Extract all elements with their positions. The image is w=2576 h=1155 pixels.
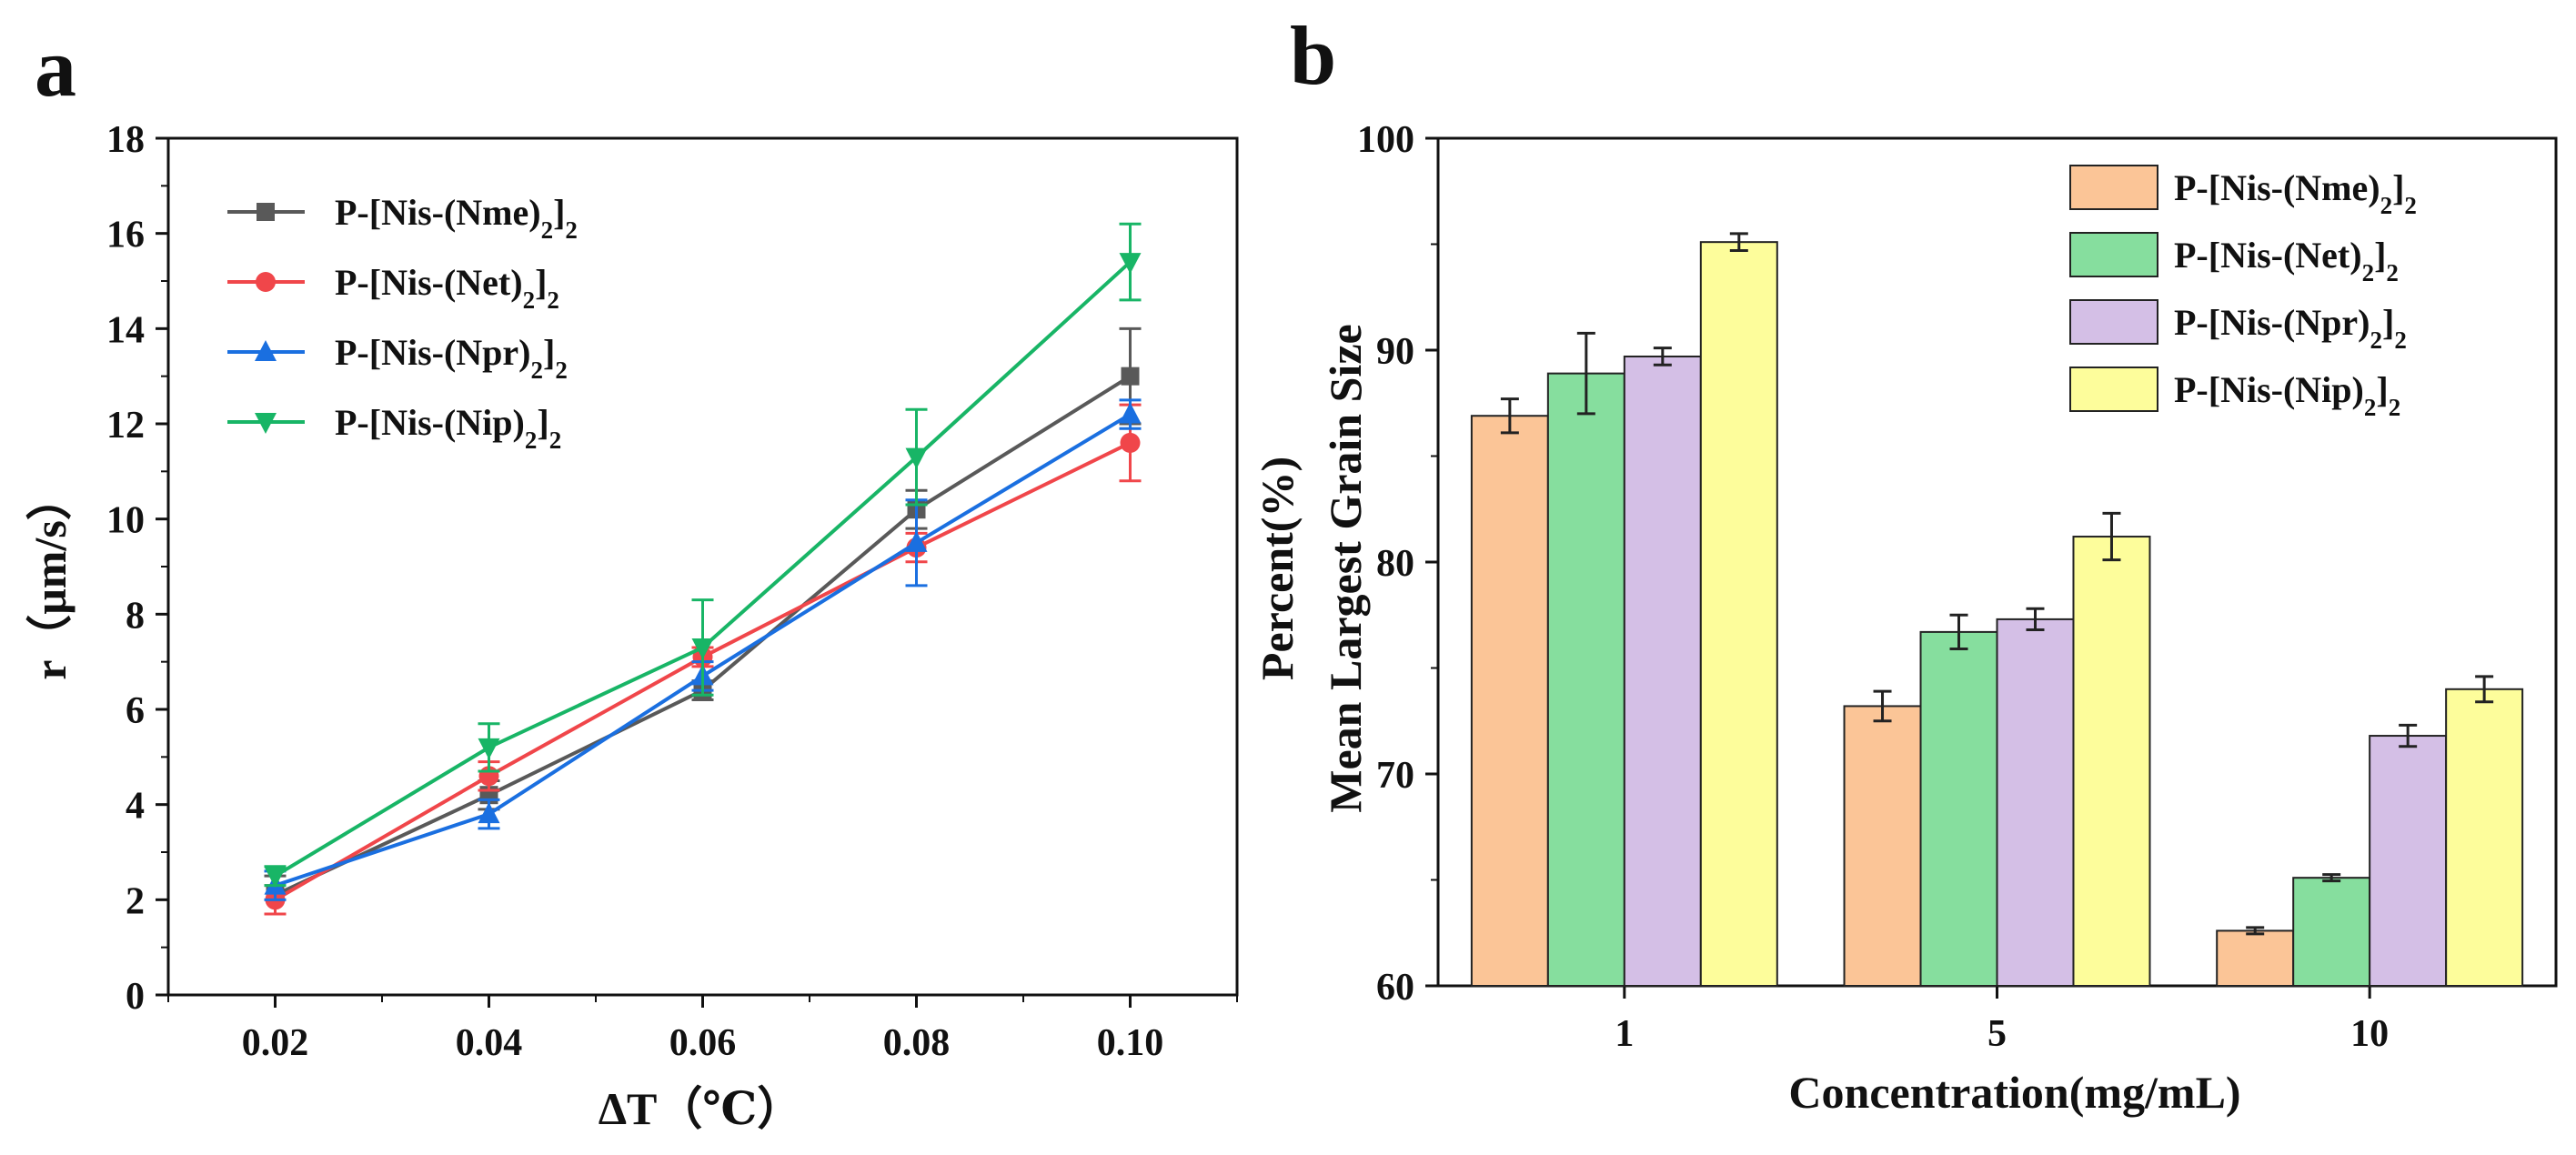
- y-tick-label: 18: [106, 119, 145, 161]
- x-tick-label: 0.08: [883, 1022, 951, 1064]
- legend-swatch: [2069, 165, 2158, 210]
- data-point: [691, 638, 714, 659]
- bar: [1699, 241, 1778, 988]
- y-tick-label: 80: [1376, 543, 1414, 585]
- bar: [2292, 877, 2371, 987]
- y-tick-label: 60: [1376, 967, 1414, 1009]
- y-tick-label: 12: [106, 405, 145, 447]
- legend-label: P-[Nis-(Nip)2]2: [335, 402, 561, 454]
- y-axis-title-line1: Percent(%): [1252, 457, 1303, 680]
- y-tick-label: 4: [126, 786, 145, 828]
- bar: [2072, 536, 2151, 987]
- bar: [2445, 688, 2524, 987]
- x-tick-label: 1: [1615, 1013, 1634, 1055]
- y-tick-label: 0: [126, 976, 145, 1018]
- data-point: [905, 447, 928, 469]
- data-point: [905, 530, 928, 552]
- x-axis-title: Concentration(mg/mL): [1788, 1067, 2240, 1118]
- x-tick-label: 0.06: [669, 1022, 737, 1064]
- y-tick-label: 70: [1376, 755, 1414, 797]
- series-line: [264, 222, 1142, 889]
- bar: [1623, 355, 1702, 987]
- y-tick-label: 8: [126, 595, 145, 637]
- legend-label: P-[Nis-(Nme)2]2: [2174, 167, 2417, 219]
- bars-group: [1470, 232, 2524, 988]
- x-tick-label: 0.10: [1097, 1022, 1164, 1064]
- bar: [2369, 735, 2448, 987]
- legend-label: P-[Nis-(Nip)2]2: [2174, 369, 2400, 421]
- y-tick-label: 90: [1376, 331, 1414, 373]
- legend: P-[Nis-(Nme)2]2 P-[Nis-(Net)2]2 P-[Nis-(Np…: [227, 192, 578, 454]
- y-axis-title-line2: Mean Largest Grain Size: [1320, 324, 1371, 812]
- x-tick-label: 0.04: [456, 1022, 523, 1064]
- y-tick-label: 10: [106, 500, 145, 542]
- legend-label: P-[Nis-(Net)2]2: [2174, 235, 2399, 286]
- x-axis-title: ΔT（℃）: [599, 1083, 803, 1134]
- data-point: [1119, 402, 1142, 424]
- y-tick-label: 100: [1357, 119, 1414, 161]
- data-point: [1119, 253, 1142, 275]
- legend-marker: [255, 340, 277, 361]
- series-group: [264, 222, 1142, 916]
- y-axis-title: r（μm/s）: [25, 475, 75, 680]
- bar: [1470, 415, 1549, 988]
- y-tick-label: 6: [126, 690, 145, 732]
- data-point: [1120, 432, 1141, 453]
- bar: [1996, 618, 2075, 987]
- legend-label: P-[Nis-(Nme)2]2: [335, 192, 578, 244]
- y-tick-label: 2: [126, 880, 145, 922]
- plot-frame: 0 2 4 6 8 10 12 14 16 18 0.02 0.04 0.06 0.08 0.10: [106, 119, 1239, 1064]
- legend-marker: [256, 272, 276, 292]
- y-tick-label: 14: [106, 309, 145, 351]
- data-point: [264, 867, 287, 889]
- legend-label: P-[Nis-(Npr)2]2: [335, 332, 568, 384]
- x-tick-label: 10: [2350, 1013, 2389, 1055]
- data-point: [1121, 367, 1140, 386]
- legend-marker: [257, 203, 275, 221]
- legend-swatch: [2069, 367, 2158, 412]
- panel-label-a: a: [35, 21, 76, 114]
- bar: [2216, 929, 2295, 987]
- legend-swatch: [2069, 232, 2158, 277]
- bar: [1546, 372, 1625, 987]
- y-tick-label: 16: [106, 215, 145, 256]
- x-tick-label: 5: [1987, 1013, 2007, 1055]
- legend-swatch: [2069, 299, 2158, 345]
- legend-label: P-[Nis-(Npr)2]2: [2174, 302, 2407, 354]
- legend-label: P-[Nis-(Net)2]2: [335, 262, 559, 314]
- x-tick-label: 0.02: [242, 1022, 309, 1064]
- legend: P-[Nis-(Nme)2]2 P-[Nis-(Net)2]2 P-[Nis-(Np…: [2069, 165, 2417, 421]
- bar: [1843, 705, 1922, 987]
- bar: [1919, 630, 1998, 987]
- legend-marker: [255, 413, 277, 434]
- panel-label-b: b: [1290, 9, 1336, 102]
- data-point: [478, 738, 500, 759]
- bar-chart-panel: b Percent(%) Mean Largest Grain Size Con…: [1252, 9, 2558, 1118]
- data-point: [478, 802, 500, 824]
